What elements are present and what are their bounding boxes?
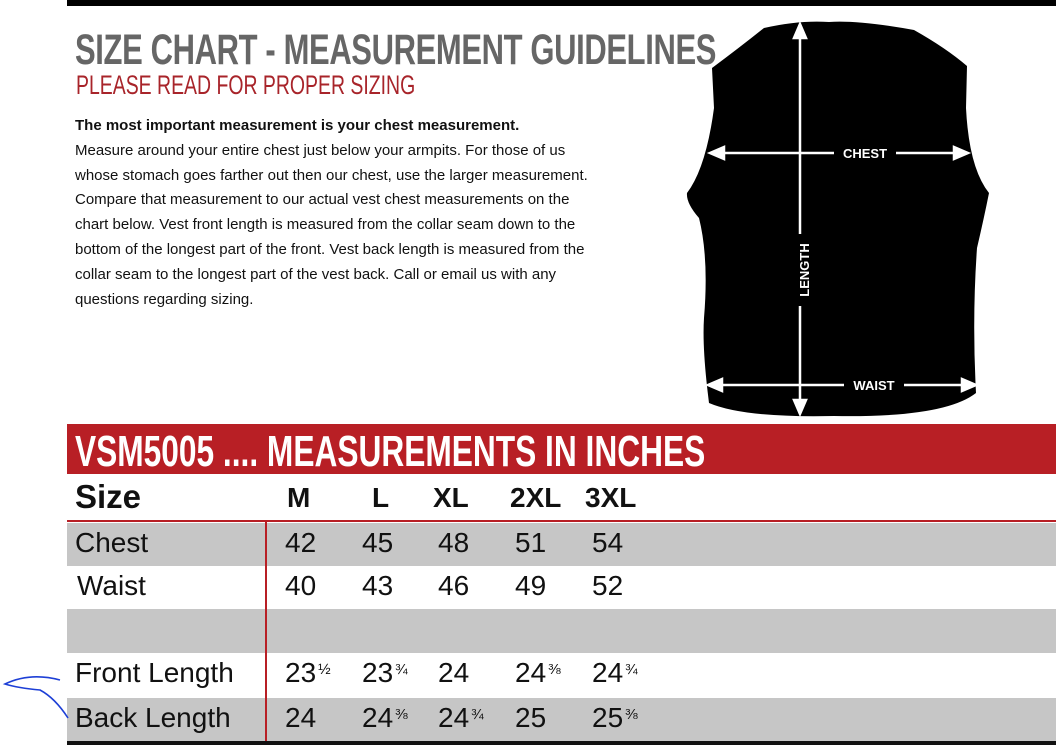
measurement-cell: 24 ⅜ <box>515 657 561 689</box>
whole-inches: 52 <box>592 570 624 601</box>
measurement-cell: 46 <box>438 570 471 602</box>
size-header: L <box>372 482 390 513</box>
measurement-cell: 24 ¾ <box>592 657 638 689</box>
size-header: XL <box>433 482 469 513</box>
whole-inches: 24 <box>438 702 470 733</box>
whole-inches: 25 <box>515 702 547 733</box>
measurement-cell: 51 <box>515 527 548 559</box>
top-rule <box>67 0 1056 6</box>
vest-silhouette <box>686 21 989 417</box>
waist-label: WAIST <box>853 378 894 393</box>
table-row <box>67 609 1056 653</box>
size-header: 2XL <box>510 482 562 513</box>
measurement-cell <box>515 613 517 645</box>
row-label: Front Length <box>75 657 234 688</box>
banner-title: VSM5005 .... MEASUREMENTS IN INCHES <box>75 427 706 476</box>
measurement-cell: 45 <box>362 527 395 559</box>
measurement-cell: 49 <box>515 570 548 602</box>
measurement-cell: 40 <box>285 570 318 602</box>
intro-lead: The most important measurement is your c… <box>75 117 520 134</box>
page-subtitle: PLEASE READ FOR PROPER SIZING <box>76 70 416 100</box>
measurement-cell: 24 <box>285 702 318 734</box>
whole-inches: 43 <box>362 570 394 601</box>
measurement-cell: 42 <box>285 527 318 559</box>
measurement-cell: 48 <box>438 527 471 559</box>
table-row: Waist 40 43 46 49 52 <box>67 566 1056 609</box>
bottom-rule <box>67 741 1056 745</box>
fraction: ¾ <box>471 706 484 723</box>
fraction: ¾ <box>625 661 638 678</box>
whole-inches: 42 <box>285 527 317 558</box>
measurement-cell: 25 ⅜ <box>592 702 638 734</box>
pen-annotation <box>2 676 69 719</box>
measurement-cell: 25 <box>515 702 548 734</box>
size-header-row: Size M L XL 2XL 3XL <box>67 476 1056 520</box>
measurement-cell <box>592 613 594 645</box>
fraction: ⅜ <box>395 706 408 723</box>
whole-inches: 51 <box>515 527 547 558</box>
whole-inches: 24 <box>362 702 394 733</box>
whole-inches: 23 <box>362 657 394 688</box>
whole-inches: 23 <box>285 657 317 688</box>
whole-inches: 54 <box>592 527 624 558</box>
table-row: Chest 42 45 48 51 54 <box>67 523 1056 566</box>
whole-inches: 24 <box>438 657 470 688</box>
whole-inches: 48 <box>438 527 470 558</box>
header-divider <box>67 520 1056 522</box>
measurement-cell: 43 <box>362 570 395 602</box>
whole-inches: 45 <box>362 527 394 558</box>
measurement-cell: 54 <box>592 527 625 559</box>
intro-body: Measure around your entire chest just be… <box>75 141 588 308</box>
row-label: Waist <box>77 570 146 601</box>
measurement-cell: 23 ¾ <box>362 657 408 689</box>
row-label: Chest <box>75 527 149 558</box>
vest-diagram: CHEST WAIST LENGTH <box>686 20 989 418</box>
table-row: Back Length 24 24 ⅜ 24 ¾ 25 25 ⅜ <box>67 698 1056 741</box>
measurement-cell <box>362 613 364 645</box>
table-row: Front Length 23 ½ 23 ¾ 24 24 ⅜ 24 ¾ <box>67 653 1056 698</box>
whole-inches: 40 <box>285 570 317 601</box>
page-title: SIZE CHART - MEASUREMENT GUIDELINES <box>75 26 717 74</box>
length-label: LENGTH <box>797 243 812 296</box>
whole-inches: 46 <box>438 570 470 601</box>
measurement-cell: 52 <box>592 570 625 602</box>
whole-inches: 24 <box>515 657 547 688</box>
fraction: ¾ <box>395 661 408 678</box>
measurement-cell <box>285 613 287 645</box>
measurement-cell: 24 <box>438 657 471 689</box>
chest-label: CHEST <box>843 146 887 161</box>
measurement-cell <box>438 613 440 645</box>
intro-text: The most important measurement is your c… <box>75 114 605 312</box>
fraction: ⅜ <box>625 706 638 723</box>
size-header: M <box>287 482 311 513</box>
fraction: ⅜ <box>548 661 561 678</box>
size-label: Size <box>75 478 142 515</box>
fraction: ½ <box>318 661 331 678</box>
size-header: 3XL <box>585 482 637 513</box>
whole-inches: 24 <box>592 657 624 688</box>
row-label: Back Length <box>75 702 231 733</box>
table-banner: VSM5005 .... MEASUREMENTS IN INCHES <box>67 424 1056 476</box>
measurement-cell: 24 ⅜ <box>362 702 408 734</box>
column-divider <box>265 521 267 742</box>
measurement-cell: 23 ½ <box>285 657 331 689</box>
whole-inches: 25 <box>592 702 624 733</box>
measurement-cell: 24 ¾ <box>438 702 484 734</box>
whole-inches: 24 <box>285 702 317 733</box>
whole-inches: 49 <box>515 570 547 601</box>
